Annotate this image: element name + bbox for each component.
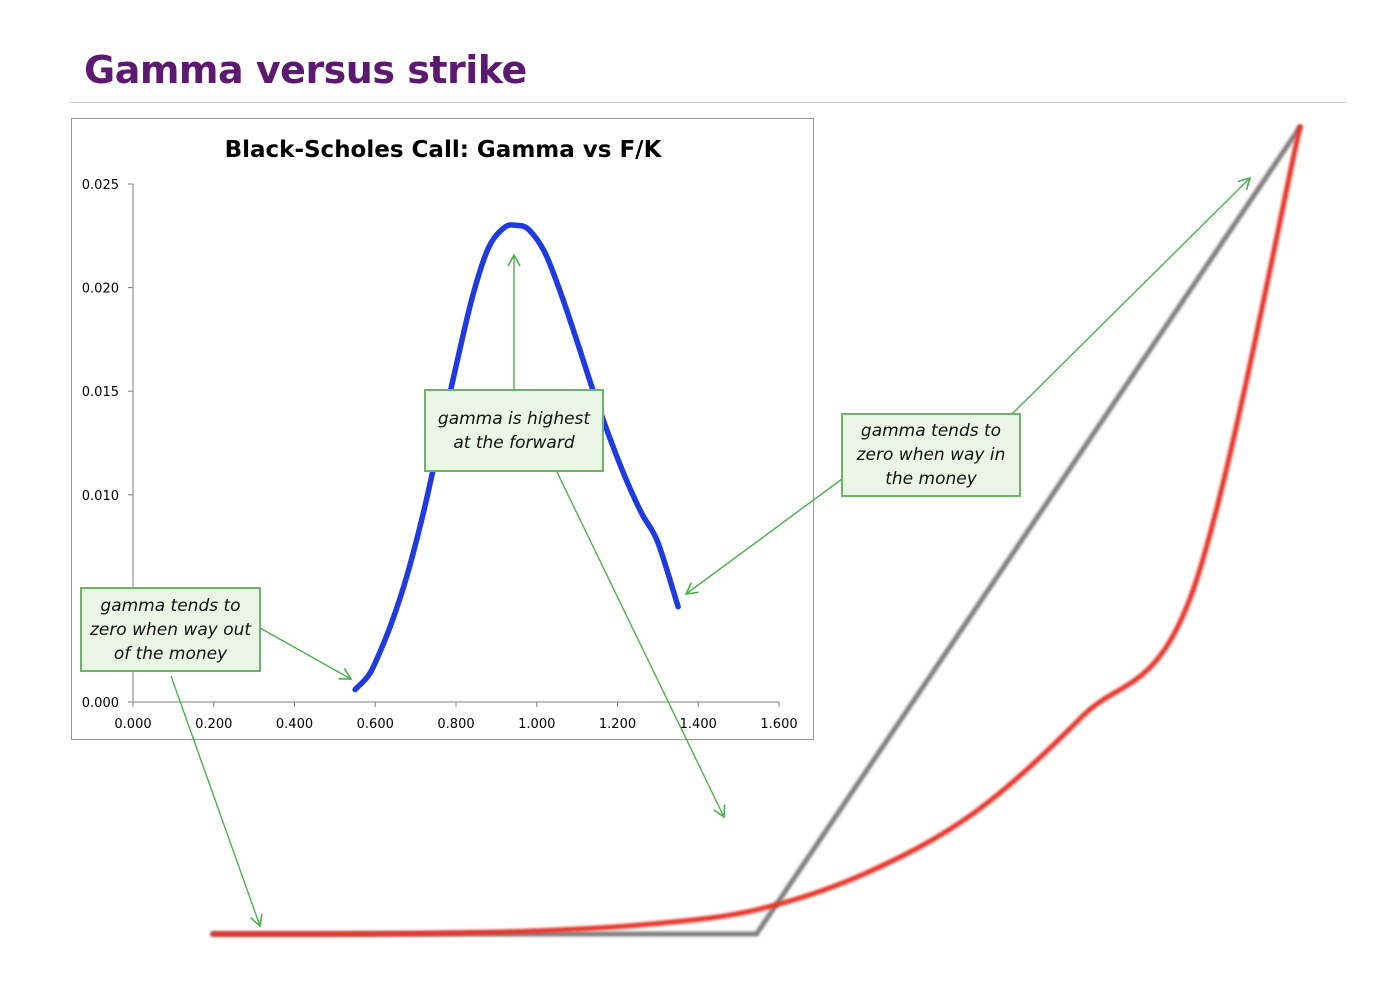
x-tick-label: 0.400 xyxy=(276,717,313,732)
x-tick-label: 0.000 xyxy=(114,717,151,732)
intrinsic-payoff-line xyxy=(210,124,1303,937)
x-tick-label: 0.800 xyxy=(437,717,474,732)
gamma-series-line xyxy=(352,222,681,693)
x-tick-label: 1.000 xyxy=(518,717,555,732)
y-tick-label: 0.020 xyxy=(82,282,119,297)
arrow-to-otm-price xyxy=(170,675,263,928)
slide-title: Gamma versus strike xyxy=(84,48,527,92)
title-divider xyxy=(70,102,1346,103)
arrow-to-itm-price xyxy=(1011,176,1252,415)
x-tick-label: 1.600 xyxy=(760,717,797,732)
callout-arrows xyxy=(170,176,1252,928)
callout-gamma-otm: gamma tends to zero when way out of the … xyxy=(80,587,261,672)
callout-gamma-otm-text: gamma tends to zero when way out of the … xyxy=(89,595,252,664)
x-tick-label: 1.400 xyxy=(680,717,717,732)
arrow-to-price-mid xyxy=(555,469,726,819)
price-curves xyxy=(210,124,1303,937)
callout-gamma-itm: gamma tends to zero when way in the mone… xyxy=(841,413,1021,497)
arrow-to-otm-gamma xyxy=(259,627,353,680)
x-tick-label: 0.600 xyxy=(357,717,394,732)
chart-title: Black-Scholes Call: Gamma vs F/K xyxy=(225,137,663,163)
arrow-to-itm-gamma xyxy=(684,478,843,595)
x-tick-label: 1.200 xyxy=(599,717,636,732)
y-tick-label: 0.025 xyxy=(82,178,119,193)
callout-gamma-itm-text: gamma tends to zero when way in the mone… xyxy=(856,421,1006,489)
x-tick-label: 0.200 xyxy=(195,717,232,732)
call-price-line xyxy=(210,124,1303,937)
y-tick-label: 0.010 xyxy=(82,489,119,504)
y-axis-ticks: 0.000 0.010 0.015 0.020 0.025 xyxy=(82,178,133,711)
callout-gamma-highest: gamma is highest at the forward xyxy=(424,389,604,472)
y-tick-label: 0.015 xyxy=(82,385,119,400)
x-axis-ticks: 0.000 0.200 0.400 0.600 0.800 1.000 1.200 1.400… xyxy=(114,702,798,732)
callout-gamma-highest-text: gamma is highest at the forward xyxy=(437,408,591,453)
y-tick-label: 0.000 xyxy=(82,696,119,711)
